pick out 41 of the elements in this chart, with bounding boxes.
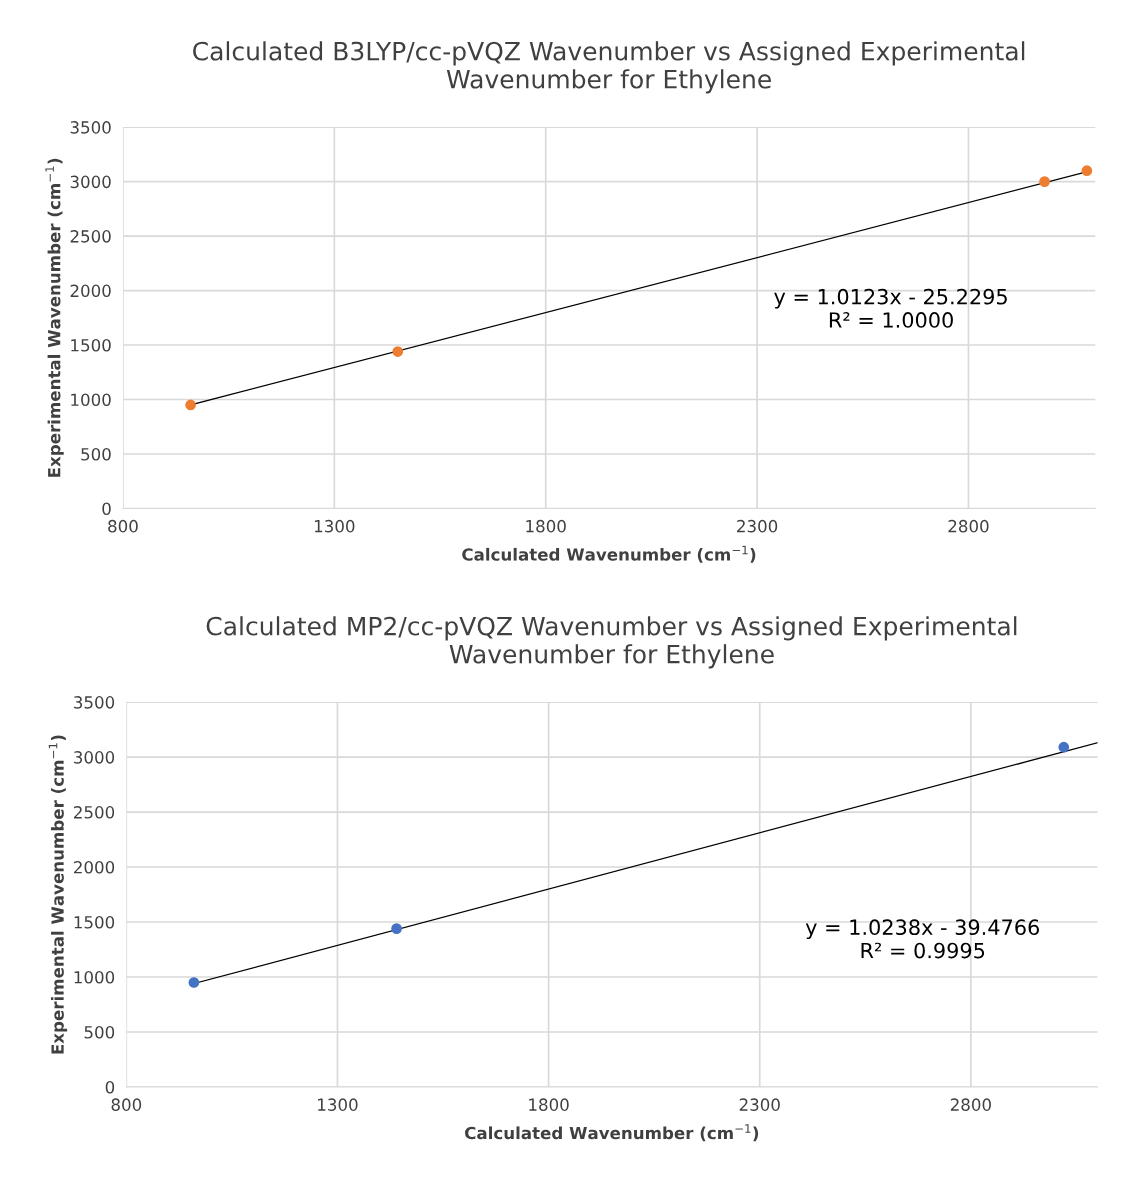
point [188, 977, 200, 988]
y-tick-label: 1000 [74, 970, 115, 984]
chart-title: Calculated MP2/cc-pVQZ Wavenumber vs Assigned Experimental Wavenumber for Ethylene [206, 616, 1017, 669]
y-axis-title: Experimental Wavenumber (cm$^{−1}$) [45, 158, 64, 477]
x-axis-title: Calculated Wavenumber (cm$^{−1}$) [465, 1124, 759, 1142]
annotation: y = 1.0123x - 25.2295 R² = 1.0000 [774, 288, 1007, 328]
annotation: y = 1.0238x - 39.4766 R² = 0.9995 [805, 919, 1039, 959]
y-tick-label: 0 [102, 502, 111, 516]
point [392, 346, 404, 357]
y-tick-label: 2500 [70, 230, 111, 243]
y-tick-label: 3500 [70, 121, 111, 134]
x-tick-label: 1300 [314, 519, 355, 533]
x-tick-label: 800 [108, 519, 138, 533]
x-tick-label: 2800 [948, 519, 989, 533]
y-tick-label: 500 [84, 1025, 115, 1039]
x-tick-label: 1300 [318, 1098, 358, 1111]
point [185, 399, 196, 411]
x-tick-label: 2300 [737, 519, 778, 533]
y-tick-label: 2000 [74, 860, 115, 874]
x-tick-label: 2800 [950, 1098, 991, 1111]
y-tick-label: 3000 [74, 751, 115, 764]
chart-title: Calculated B3LYP/cc-pVQZ Wavenumber vs Assigned Experimental Wavenumber for Ethylene [193, 41, 1025, 94]
y-tick-label: 1500 [71, 338, 111, 352]
x-tick-label: 800 [111, 1098, 142, 1111]
y-tick-label: 2500 [74, 806, 115, 819]
x-tick-label: 1800 [526, 519, 566, 533]
point [1039, 176, 1050, 187]
x-axis-title: Calculated Wavenumber (cm$^{−1}$) [462, 545, 756, 563]
y-axis-title: Experimental Wavenumber (cm$^{−1}$) [48, 735, 68, 1054]
y-tick-label: 1000 [71, 393, 111, 407]
x-tick-label: 1800 [529, 1098, 569, 1111]
y-tick-label: 3000 [70, 175, 111, 189]
point [391, 923, 402, 934]
y-tick-label: 3500 [74, 696, 115, 709]
y-tick-label: 0 [105, 1080, 115, 1094]
x-tick-label: 2300 [739, 1098, 780, 1111]
point [1058, 741, 1070, 753]
y-tick-label: 500 [81, 447, 111, 461]
y-tick-label: 2000 [70, 284, 111, 298]
point [1081, 165, 1093, 177]
y-tick-label: 1500 [74, 915, 115, 929]
